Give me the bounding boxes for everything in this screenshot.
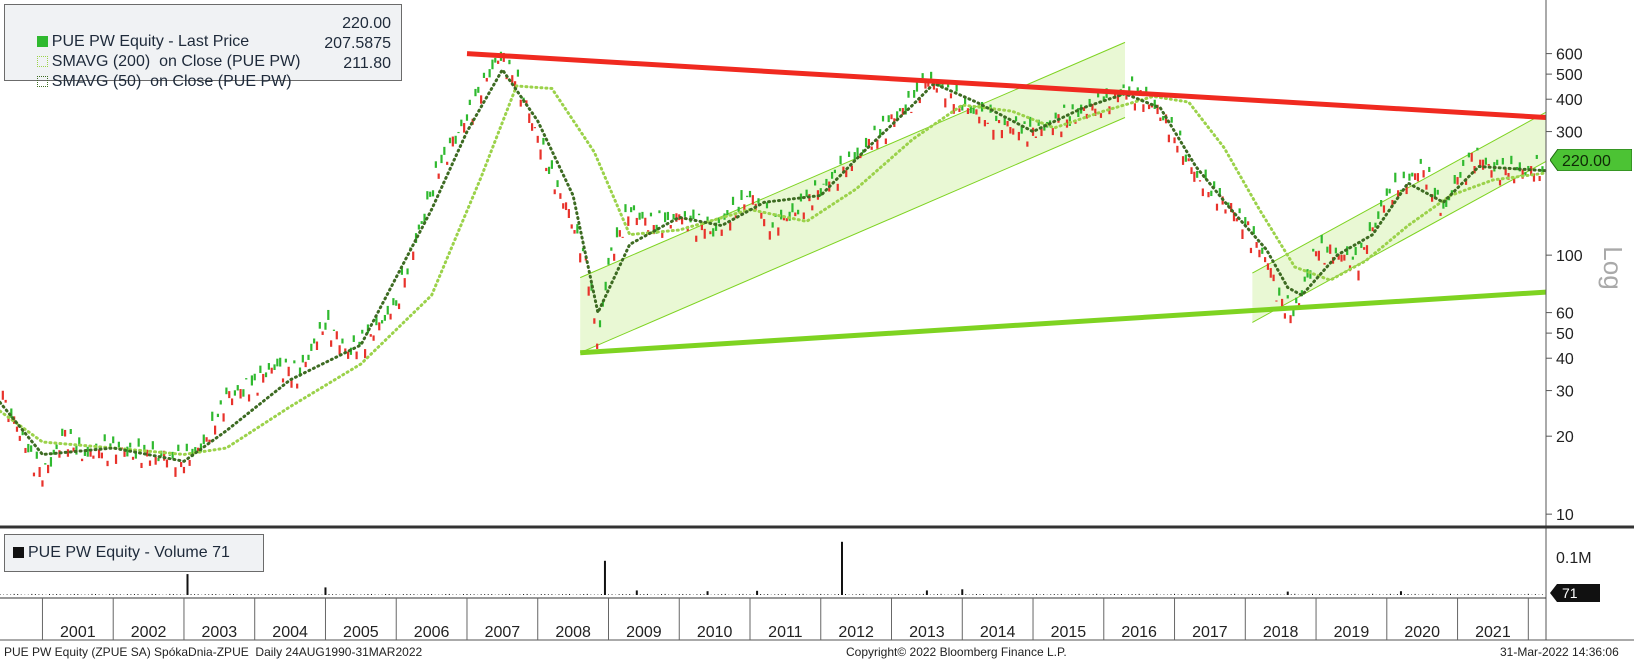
log-scale-label: Log	[1598, 246, 1628, 289]
last-price-tag: 220.00	[1550, 149, 1632, 171]
footer-timestamp: 31-Mar-2022 14:36:06	[1500, 645, 1619, 659]
x-tick-label: 2019	[1334, 624, 1370, 641]
x-tick-label: 2012	[838, 624, 874, 641]
legend-sma50: SMAVG (50) on Close (PUE PW)	[19, 55, 292, 90]
y-tick-label: 50	[1556, 326, 1574, 343]
x-tick-label: 2017	[1192, 624, 1228, 641]
volume-tag-text: 71	[1562, 585, 1578, 601]
x-tick-label: 2005	[343, 624, 379, 641]
x-tick-label: 2003	[202, 624, 238, 641]
y-tick-label: 60	[1556, 306, 1574, 323]
chart-legend: PUE PW Equity - Last Price 220.00 SMAVG …	[4, 4, 402, 90]
y-tick-label: 500	[1556, 67, 1583, 84]
y-tick-label: 600	[1556, 47, 1583, 64]
footer-security: PUE PW Equity (ZPUE SA) SpókaDnia-ZPUE D…	[4, 645, 423, 659]
y-tick-label: 20	[1556, 429, 1574, 446]
x-tick-label: 2011	[768, 624, 803, 641]
x-tick-label: 2001	[60, 624, 96, 641]
trendlines	[466, 51, 1547, 356]
x-tick-label: 2010	[697, 624, 733, 641]
rising-channel-2009-upper	[579, 41, 1126, 279]
x-tick-label: 2015	[1051, 624, 1087, 641]
sma50-line	[0, 66, 1548, 463]
legend-swatch-sma50	[36, 76, 48, 87]
x-tick-label: 2002	[131, 624, 167, 641]
y-tick-label: 30	[1556, 384, 1574, 401]
volume-swatch	[13, 547, 24, 558]
rising-channel-2009	[580, 42, 1126, 353]
legend-last-price-value: 220.00	[342, 15, 391, 32]
support-trendline	[580, 289, 1547, 356]
volume-tag: 71	[1550, 584, 1600, 602]
sma200-line	[0, 84, 1548, 457]
y-tick-label: 100	[1556, 248, 1583, 265]
legend-swatch-sma200	[36, 56, 48, 67]
y-tick-label: 300	[1556, 125, 1583, 142]
volume-panel	[0, 541, 1543, 595]
x-tick-label: 2020	[1404, 624, 1440, 641]
legend-swatch-price	[36, 36, 48, 47]
volume-legend-label: PUE PW Equity - Volume 71	[28, 544, 230, 561]
x-tick-label: 2006	[414, 624, 450, 641]
legend-sma200-value: 207.5875	[324, 35, 391, 52]
x-tick-label: 2018	[1263, 624, 1299, 641]
resistance-trendline	[466, 51, 1547, 120]
y-tick-label: 400	[1556, 92, 1583, 109]
series-layer	[0, 51, 1548, 487]
x-tick-label: 2008	[555, 624, 591, 641]
legend-sma50-value: 211.80	[343, 55, 391, 72]
y-tick-label: 10	[1556, 507, 1574, 524]
last-price-tag-text: 220.00	[1562, 153, 1611, 170]
x-tick-label: 2014	[980, 624, 1016, 641]
volume-legend: PUE PW Equity - Volume 71	[4, 534, 264, 572]
legend-sma200-label: SMAVG (200) on Close (PUE PW)	[51, 53, 301, 70]
x-tick-label: 2013	[909, 624, 945, 641]
legend-last-price: PUE PW Equity - Last Price	[19, 15, 249, 50]
legend-sma50-label: SMAVG (50) on Close (PUE PW)	[51, 73, 292, 90]
x-tick-label: 2007	[485, 624, 521, 641]
x-tick-label: 2004	[272, 624, 308, 641]
x-tick-label: 2016	[1121, 624, 1157, 641]
footer-copyright: Copyright© 2022 Bloomberg Finance L.P.	[846, 645, 1067, 659]
y-tick-label: 40	[1556, 351, 1574, 368]
rising-channel-2009-lower	[579, 117, 1126, 354]
x-tick-label: 2021	[1475, 624, 1511, 641]
x-tick-label: 2009	[626, 624, 662, 641]
volume-tick-label: 0.1M	[1556, 550, 1592, 567]
legend-sma200: SMAVG (200) on Close (PUE PW)	[19, 35, 300, 70]
legend-last-price-label: PUE PW Equity - Last Price	[51, 33, 250, 50]
